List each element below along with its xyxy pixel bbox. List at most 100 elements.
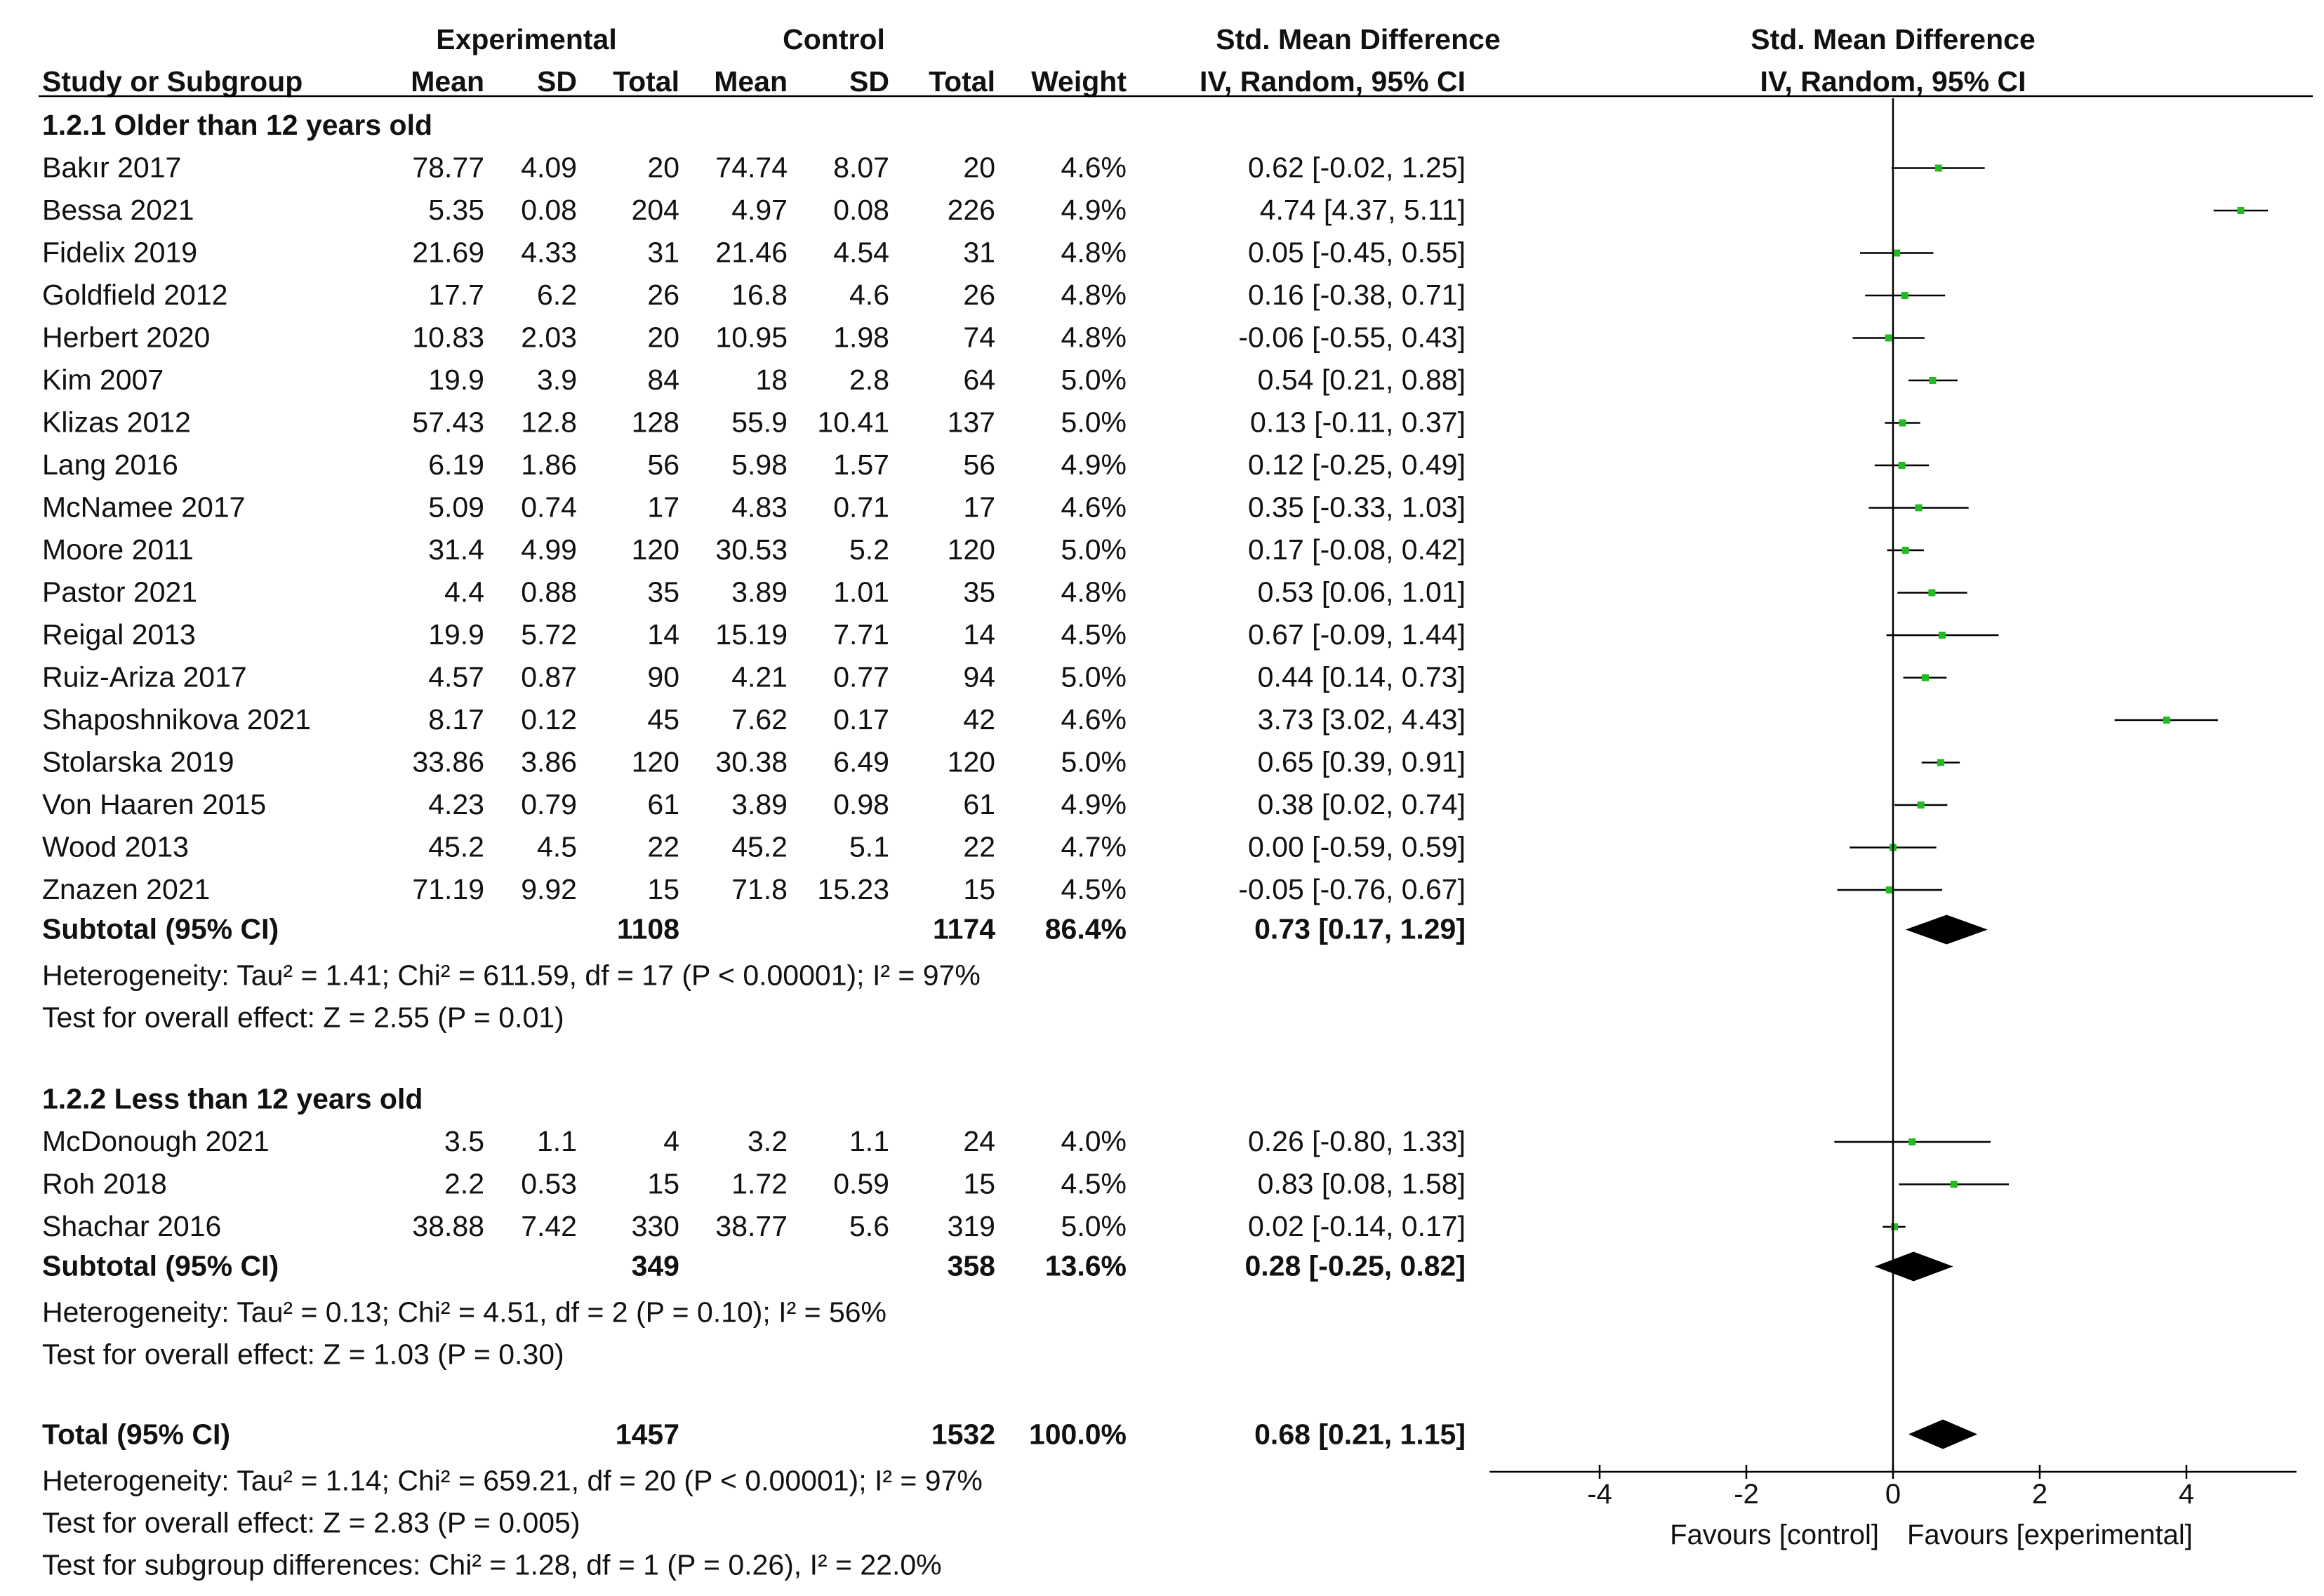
study-name: Reigal 2013 (42, 618, 196, 651)
sd-control: 1.98 (833, 321, 889, 354)
study-marker (1898, 462, 1906, 469)
mean-experimental: 21.69 (412, 237, 484, 269)
mean-control: 3.89 (731, 788, 788, 820)
weight: 5.0% (1061, 533, 1127, 566)
study-name: Bessa 2021 (42, 194, 194, 226)
sd-experimental: 1.86 (521, 448, 577, 481)
header-method-left: IV, Random, 95% CI (1200, 65, 1466, 98)
weight: 5.0% (1061, 406, 1127, 439)
weight: 4.8% (1061, 237, 1127, 269)
header-sd-experimental: SD (537, 65, 577, 98)
mean-control: 3.89 (731, 576, 788, 609)
sd-control: 4.54 (833, 237, 889, 269)
total-experimental: 128 (632, 406, 679, 439)
weight: 5.0% (1061, 364, 1127, 396)
subtotal-weight: 13.6% (1045, 1250, 1127, 1282)
study-name: Shaposhnikova 2021 (42, 703, 311, 736)
weight: 4.6% (1061, 703, 1127, 736)
sd-experimental: 4.99 (521, 533, 577, 566)
mean-control: 30.38 (715, 746, 788, 778)
sd-experimental: 4.5 (537, 831, 577, 863)
effect-ci: 0.65 [0.39, 0.91] (1258, 746, 1466, 778)
effect-ci: 0.54 [0.21, 0.88] (1258, 364, 1466, 396)
weight: 4.8% (1061, 279, 1127, 311)
sd-control: 0.71 (833, 491, 889, 524)
total-control: 42 (963, 703, 995, 736)
study-name: Shachar 2016 (42, 1210, 221, 1242)
total-experimental: 90 (647, 661, 679, 693)
subtotal-label: Subtotal (95% CI) (42, 1250, 279, 1282)
header-smd-right: Std. Mean Difference (1751, 23, 2036, 55)
effect-ci: 0.00 [-0.59, 0.59] (1248, 831, 1466, 863)
study-marker (1885, 334, 1892, 342)
total-diamond (1908, 1419, 1978, 1449)
effect-ci: 0.17 [-0.08, 0.42] (1248, 533, 1466, 566)
sd-control: 1.57 (833, 448, 889, 481)
subgroup-title: 1.2.1 Older than 12 years old (42, 109, 432, 141)
mean-experimental: 2.2 (444, 1168, 484, 1200)
total-control: 15 (963, 1168, 995, 1200)
study-marker (1937, 759, 1944, 766)
total-control: 26 (963, 279, 995, 311)
sd-control: 8.07 (833, 152, 889, 184)
grand-total-weight: 100.0% (1029, 1418, 1127, 1451)
mean-experimental: 78.77 (412, 152, 484, 184)
study-marker (1921, 674, 1929, 681)
sd-experimental: 0.12 (521, 703, 577, 736)
weight: 4.9% (1061, 448, 1127, 481)
sd-experimental: 0.87 (521, 661, 577, 693)
mean-control: 3.2 (748, 1125, 788, 1157)
overall-effect-text: Test for overall effect: Z = 2.55 (P = 0… (42, 1002, 564, 1034)
study-name: McNamee 2017 (42, 491, 245, 524)
effect-ci: 0.02 [-0.14, 0.17] (1248, 1210, 1466, 1242)
weight: 5.0% (1061, 746, 1127, 778)
sd-control: 5.6 (849, 1210, 889, 1242)
study-marker (1917, 802, 1925, 809)
study-name: McDonough 2021 (42, 1125, 270, 1157)
total-overall-effect-text: Test for overall effect: Z = 2.83 (P = 0… (42, 1507, 580, 1539)
weight: 4.5% (1061, 873, 1127, 905)
subtotal-diamond (1874, 1251, 1953, 1282)
header-mean-control: Mean (714, 65, 788, 98)
sd-experimental: 0.74 (521, 491, 577, 524)
study-name: Herbert 2020 (42, 321, 210, 354)
sd-control: 0.17 (833, 703, 889, 736)
total-experimental: 120 (632, 533, 679, 566)
header-weight: Weight (1031, 65, 1127, 98)
total-control: 137 (948, 406, 995, 439)
x-tick-label: 2 (2032, 1479, 2047, 1510)
study-marker (2163, 717, 2170, 724)
study-marker (1950, 1181, 1958, 1188)
study-marker (1901, 547, 1909, 554)
mean-experimental: 19.9 (428, 364, 484, 396)
subgroup-differences-text: Test for subgroup differences: Chi² = 1.… (42, 1549, 942, 1581)
mean-control: 55.9 (731, 406, 788, 439)
sd-control: 2.8 (849, 364, 889, 396)
weight: 4.5% (1061, 618, 1127, 651)
total-control: 35 (963, 576, 995, 609)
sd-control: 1.01 (833, 576, 889, 609)
total-experimental: 22 (647, 831, 679, 863)
total-control: 14 (963, 618, 995, 651)
x-tick-label: 0 (1885, 1479, 1901, 1510)
total-effect-ci: 0.68 [0.21, 1.15] (1254, 1418, 1466, 1451)
total-experimental: 35 (647, 576, 679, 609)
sd-experimental: 0.79 (521, 788, 577, 820)
mean-control: 21.46 (715, 237, 788, 269)
total-control: 17 (963, 491, 995, 524)
total-experimental: 15 (647, 873, 679, 905)
mean-experimental: 31.4 (428, 533, 484, 566)
sd-experimental: 0.53 (521, 1168, 577, 1200)
total-experimental: 20 (647, 321, 679, 354)
header-smd-left: Std. Mean Difference (1216, 23, 1501, 55)
study-name: Wood 2013 (42, 831, 189, 863)
study-marker (1928, 589, 1936, 597)
header-method-right: IV, Random, 95% CI (1760, 65, 2026, 98)
study-name: Bakır 2017 (42, 152, 181, 184)
mean-experimental: 4.23 (428, 788, 484, 820)
header-control: Control (783, 23, 885, 55)
effect-ci: 0.38 [0.02, 0.74] (1258, 788, 1466, 820)
mean-control: 1.72 (731, 1168, 788, 1200)
mean-experimental: 4.57 (428, 661, 484, 693)
sd-experimental: 2.03 (521, 321, 577, 354)
